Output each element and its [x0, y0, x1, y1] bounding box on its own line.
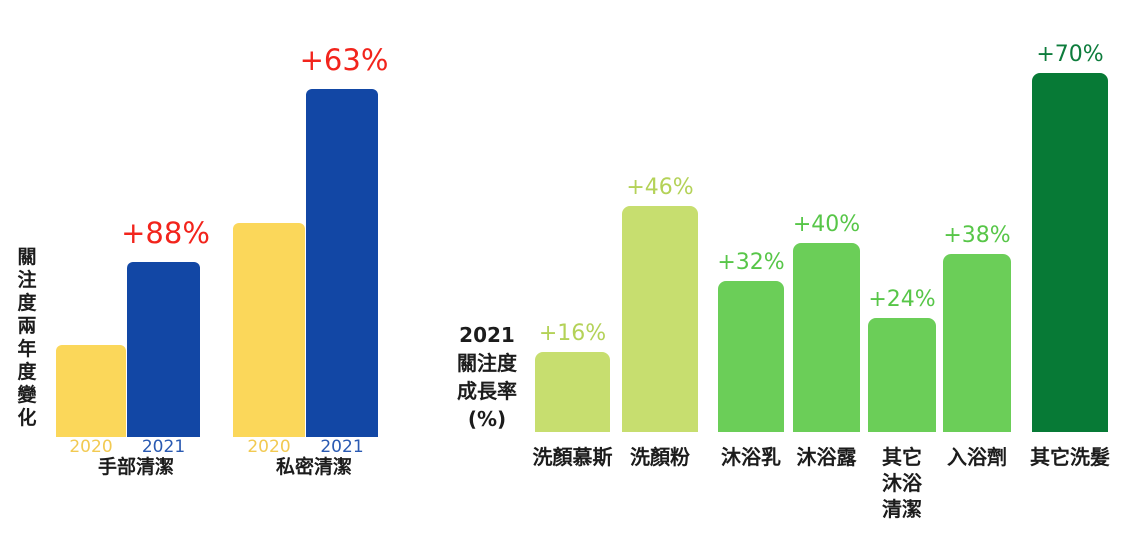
category-label-line: 沐浴乳: [721, 445, 781, 469]
year-label-私密清潔-2020: 2020: [247, 437, 291, 457]
category-label-沐浴乳: 沐浴乳: [721, 444, 781, 470]
category-label-line: 洗顏慕斯: [532, 445, 613, 469]
bar-私密清潔-2021: [306, 89, 378, 437]
category-label-其它沐浴清潔: 其它 沐浴 清潔: [882, 444, 922, 522]
bar-手部清潔-2020: [56, 345, 126, 437]
category-label-line: 入浴劑: [947, 445, 1007, 469]
year-label-手部清潔-2020: 2020: [69, 437, 113, 457]
bar-洗顏粉: [622, 206, 698, 432]
change-label-私密清潔: +63%: [299, 43, 389, 77]
category-label-line: 沐浴露: [796, 445, 857, 469]
category-label-沐浴露: 沐浴露: [797, 444, 857, 470]
bar-其它洗髮: [1032, 73, 1108, 432]
right-chart-title: 2021 關注度 成長率 (%): [441, 321, 533, 433]
bar-手部清潔-2021: [127, 262, 200, 437]
category-label-line: 沐浴: [882, 471, 922, 495]
value-label-入浴劑: +38%: [943, 223, 1011, 248]
value-label-洗顏慕斯: +16%: [538, 321, 607, 346]
value-label-洗顏粉: +46%: [626, 175, 694, 200]
right-chart-title-line-1: 2021: [459, 323, 515, 347]
change-label-手部清潔: +88%: [121, 216, 210, 250]
year-label-手部清潔-2021: 2021: [141, 437, 186, 457]
right-chart-title-line-4: (%): [467, 407, 507, 431]
group-label-私密清潔: 私密清潔: [275, 456, 353, 478]
value-label-沐浴露: +40%: [792, 212, 861, 237]
category-label-line: 清潔: [882, 497, 922, 521]
bar-洗顏慕斯: [535, 352, 610, 432]
category-label-line: 其它洗髮: [1030, 445, 1110, 469]
bar-入浴劑: [943, 254, 1011, 432]
bar-沐浴乳: [718, 281, 784, 432]
category-label-其它洗髮: 其它洗髮: [1030, 444, 1110, 470]
bar-沐浴露: [793, 243, 860, 432]
category-label-line: 其它: [882, 445, 922, 469]
category-label-洗顏粉: 洗顏粉: [630, 444, 690, 470]
value-label-沐浴乳: +32%: [717, 250, 785, 275]
right-chart-title-line-2: 關注度: [457, 351, 517, 375]
bar-私密清潔-2020: [233, 223, 305, 437]
bar-其它沐浴清潔: [868, 318, 936, 432]
group-label-手部清潔: 手部清潔: [97, 456, 175, 478]
category-label-入浴劑: 入浴劑: [947, 444, 1007, 470]
category-label-洗顏慕斯: 洗顏慕斯: [533, 444, 613, 470]
year-label-私密清潔-2021: 2021: [320, 437, 364, 457]
value-label-其它洗髮: +70%: [1036, 42, 1104, 67]
left-chart-title: 關注度兩年度變化: [17, 246, 37, 429]
category-label-line: 洗顏粉: [630, 445, 690, 469]
value-label-其它沐浴清潔: +24%: [868, 287, 936, 312]
right-chart-title-line-3: 成長率: [457, 379, 517, 403]
